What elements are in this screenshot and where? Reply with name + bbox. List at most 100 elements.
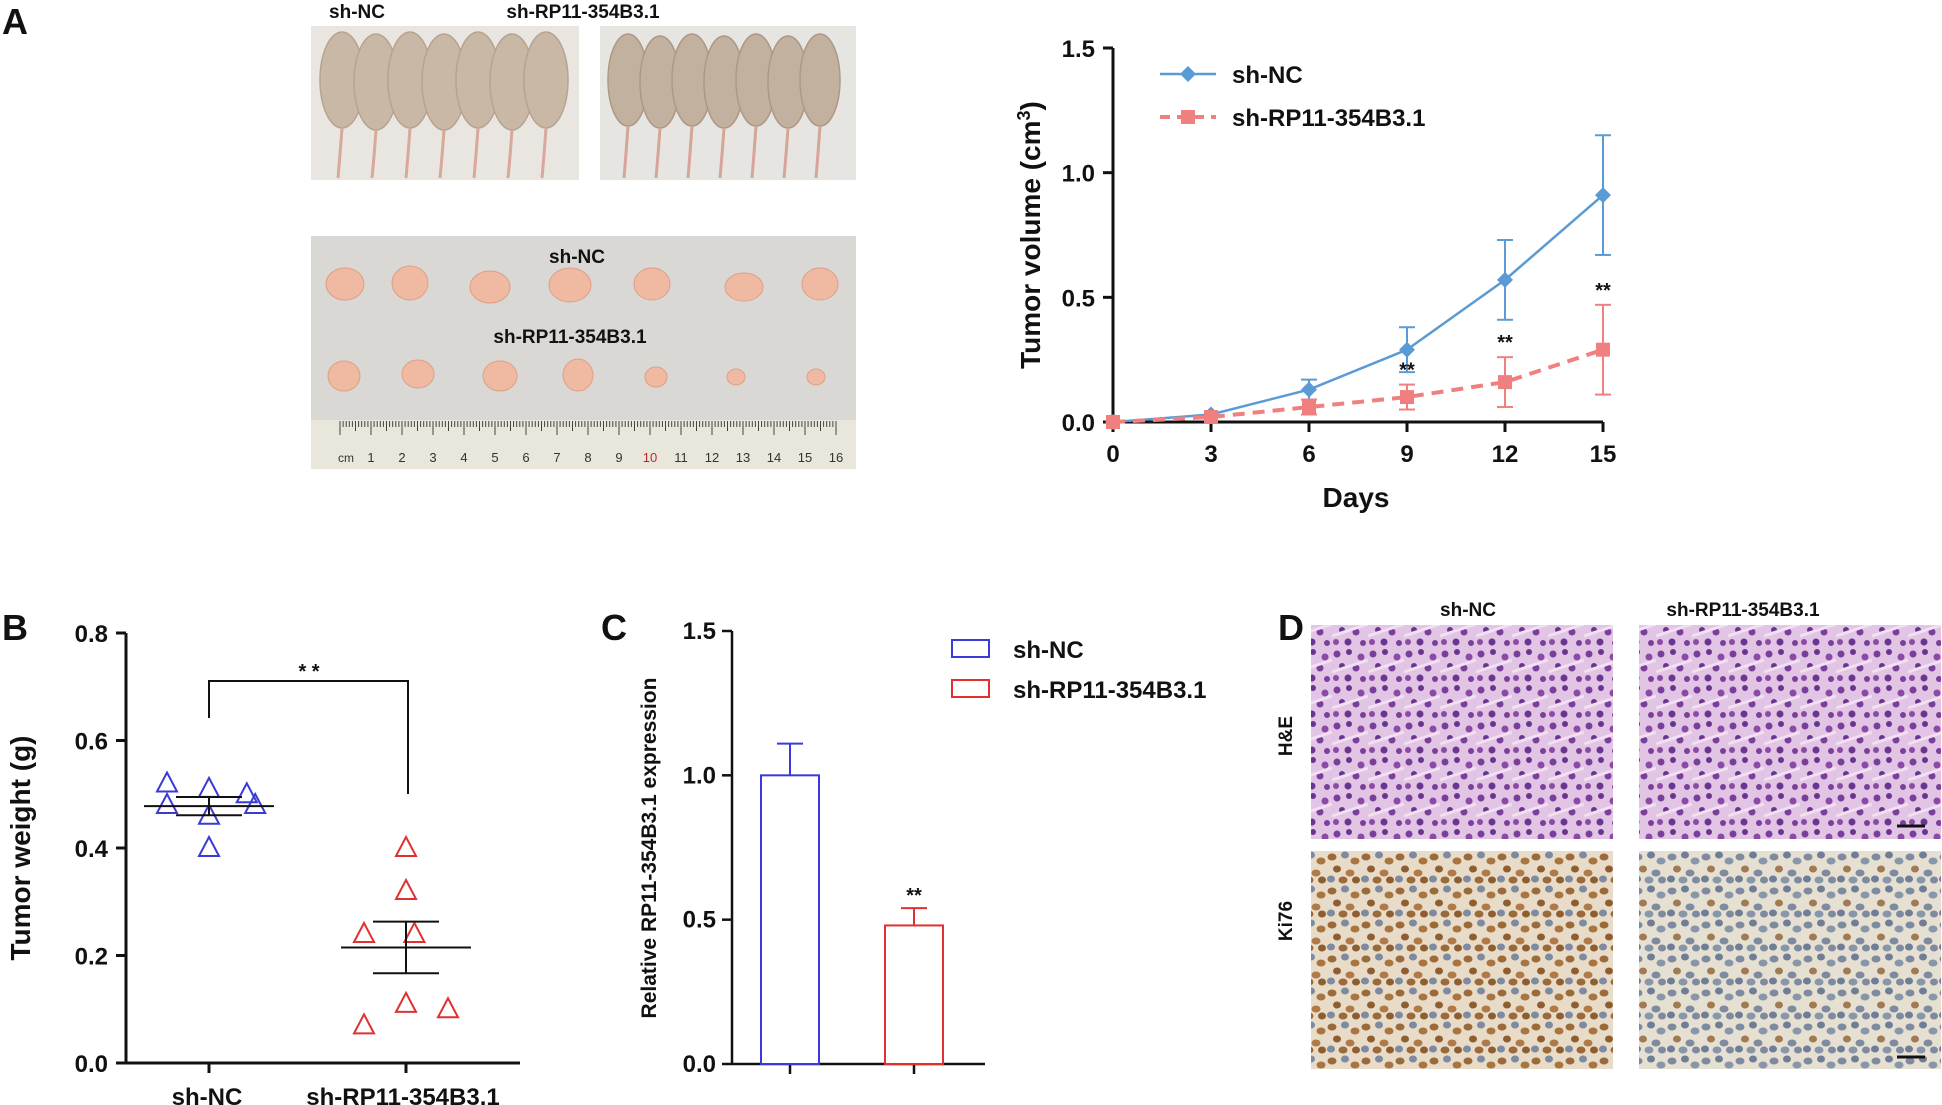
histology-grid: sh-NC sh-RP11-354B3.1 H&E Ki76	[1276, 600, 1941, 1069]
a-x-tick-label: 3	[1204, 441, 1217, 468]
c-y-label: Relative RP11-354B3.1 expression	[638, 678, 661, 1019]
tumor-weight-chart: 0.0 0.2 0.4 0.6 0.8 sh-NC sh-RP11-354B3.1 Tumo…	[5, 621, 520, 1105]
a-x-tick-label: 9	[1400, 441, 1413, 468]
b-point	[155, 770, 179, 793]
a-point-marker	[1399, 341, 1415, 358]
a-legend: sh-NC sh-RP11-354B3.1	[1160, 62, 1425, 132]
legend-label-kd: sh-RP11-354B3.1	[1232, 105, 1425, 132]
tumor-volume-chart: 0.00.51.01.50 3 6 9 12 15 Tumor volume (cm3) …	[1014, 36, 1616, 513]
a-point-marker	[1596, 342, 1610, 357]
c-y-tick-label: 1.5	[683, 618, 716, 645]
ruler-label: 16	[829, 450, 843, 465]
a-y-tick-label: 1.5	[1062, 36, 1095, 63]
b-ticks: 0.0 0.2 0.4 0.6 0.8 sh-NC sh-RP11-354B3.1	[75, 621, 500, 1105]
b-x-tick-label: sh-RP11-354B3.1	[306, 1084, 499, 1105]
mice-label-kd: sh-RP11-354B3.1	[506, 2, 660, 23]
ruler-label: 14	[767, 450, 781, 465]
legend-marker-nc	[1180, 66, 1196, 82]
a-series-line-1	[1112, 347, 1604, 424]
c-legend-swatch-nc	[951, 639, 990, 658]
c-y-tick-label: 1.0	[683, 762, 716, 789]
histology-row-label-ki: Ki76	[1276, 901, 1297, 941]
tumor-label-kd: sh-RP11-354B3.1	[493, 327, 647, 348]
mice-photo-kd	[600, 26, 856, 180]
b-y-tick-label: 0.4	[75, 836, 109, 863]
he-image-nc	[1311, 625, 1613, 839]
a-point-marker	[1106, 415, 1120, 429]
b-point	[243, 791, 267, 814]
a-point-marker	[1400, 390, 1414, 405]
tumor-label-nc: sh-NC	[549, 247, 605, 268]
c-bar-1	[884, 924, 944, 1065]
ruler-label: 2	[398, 450, 405, 465]
histology-row-label-he: H&E	[1276, 716, 1297, 756]
ruler-label: 15	[798, 450, 812, 465]
c-legend-swatch-kd	[951, 679, 990, 698]
ruler-label: 10	[643, 450, 657, 465]
b-sig-bracket	[208, 680, 409, 794]
b-significance: * *	[208, 661, 409, 794]
a-y-tick-label: 0.0	[1062, 410, 1095, 437]
a-point-marker	[1497, 271, 1513, 288]
tumor-photo: sh-NC sh-RP11-354B3.1 cm 1 2 3 4 5 6 7 8 9 10 11 12…	[311, 236, 856, 469]
c-y-tick-label: 0.0	[683, 1051, 716, 1078]
b-point	[394, 834, 418, 857]
panel-letter-d: D	[1278, 607, 1304, 648]
a-significance: **	[1497, 332, 1513, 354]
a-point-marker	[1498, 375, 1512, 390]
a-significance: **	[1399, 360, 1415, 382]
ruler-label: 3	[429, 450, 436, 465]
a-x-tick-label: 0	[1106, 441, 1119, 468]
ruler-unit: cm	[338, 451, 354, 465]
b-y-label: Tumor weight (g)	[5, 736, 36, 961]
legend-label-nc: sh-NC	[1232, 62, 1303, 89]
panel-letter-b: B	[2, 607, 28, 648]
c-y-tick-label: 0.5	[683, 907, 716, 934]
b-x-tick-label: sh-NC	[172, 1084, 243, 1105]
b-point	[197, 775, 221, 798]
ruler-label: 11	[674, 450, 688, 465]
c-bar-0	[760, 774, 820, 1065]
ruler-label: 8	[584, 450, 591, 465]
a-x-tick-label: 15	[1590, 441, 1617, 468]
b-point	[436, 996, 460, 1019]
mice-photo-nc	[311, 26, 579, 180]
b-point	[394, 877, 418, 900]
a-point-marker	[1595, 187, 1611, 204]
b-point	[235, 781, 259, 804]
ki-image-kd	[1639, 851, 1941, 1069]
ruler-label: 13	[736, 450, 750, 465]
b-point	[352, 1012, 376, 1035]
b-point	[402, 920, 427, 943]
a-series: ** ** **	[1105, 134, 1611, 430]
ruler-label: 5	[491, 450, 498, 465]
b-y-tick-label: 0.8	[75, 621, 108, 648]
a-y-tick-label: 1.0	[1062, 161, 1095, 188]
b-point	[197, 834, 221, 857]
a-x-tick-label: 12	[1492, 441, 1519, 468]
b-point	[352, 920, 376, 943]
c-bars: **	[760, 742, 944, 1065]
b-y-tick-label: 0.2	[75, 944, 108, 971]
a-x-tick-label: 6	[1302, 441, 1315, 468]
c-significance: **	[906, 885, 922, 907]
b-sig-text: * *	[298, 661, 319, 683]
ruler-ticks	[339, 421, 837, 435]
a-series-line-0	[1112, 194, 1604, 424]
legend-marker-kd	[1181, 110, 1195, 124]
ruler-label: 7	[553, 450, 560, 465]
a-point-marker	[1301, 381, 1317, 398]
ruler-label: 9	[615, 450, 622, 465]
panel-letter-a: A	[2, 1, 28, 42]
b-y-tick-label: 0.6	[75, 729, 108, 756]
a-y-tick-label: 0.5	[1062, 285, 1095, 312]
ruler-label: 4	[460, 450, 467, 465]
ruler-label: 6	[522, 450, 529, 465]
c-legend-label-kd: sh-RP11-354B3.1	[1013, 677, 1206, 704]
expression-chart: 0.0 0.5 1.0 1.5 Relative RP11-354B3.1 expre…	[638, 618, 1206, 1078]
a-point-marker	[1302, 400, 1316, 415]
ruler-label: 12	[705, 450, 719, 465]
b-points	[144, 770, 471, 1035]
a-point-marker	[1204, 410, 1218, 425]
